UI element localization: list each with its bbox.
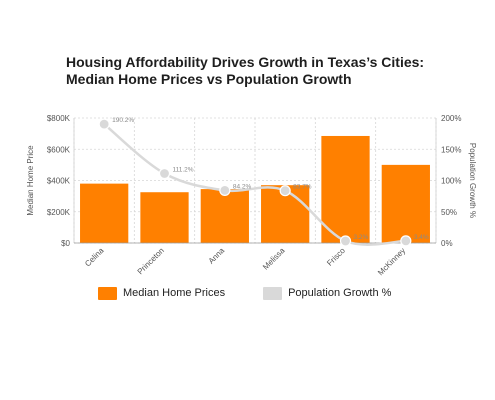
data-label-growth: 190.2% xyxy=(112,117,134,124)
bar-princeton xyxy=(140,192,189,243)
chart-title-line-1: Housing Affordability Drives Growth in T… xyxy=(66,54,425,70)
chart-title: Housing Affordability Drives Growth in T… xyxy=(66,54,466,88)
data-label-growth: 3.4% xyxy=(414,234,429,241)
legend-label-population-growth: Population Growth % xyxy=(288,287,392,299)
x-tick-label: McKinney xyxy=(376,246,407,277)
bar-celina xyxy=(80,183,129,243)
point-princeton xyxy=(158,167,171,180)
y-right-axis-title: Population Growth % xyxy=(468,143,477,218)
point-celina xyxy=(98,118,110,130)
data-label-growth: 111.2% xyxy=(173,167,194,174)
x-tick-label: Celina xyxy=(83,246,106,269)
y-left-axis-title: Median Home Price xyxy=(26,145,35,216)
data-label-growth: 3.2% xyxy=(354,234,369,241)
legend-label-home-prices: Median Home Prices xyxy=(123,287,226,299)
y-left-tick-label: $200K xyxy=(47,208,71,217)
data-label-growth: 83.7% xyxy=(293,184,312,191)
x-tick-label: Princeton xyxy=(136,246,166,276)
legend-item-home-prices: Median Home Prices xyxy=(98,286,226,300)
point-mckinney xyxy=(400,235,412,247)
chart-title-line-2: Median Home Prices vs Population Growth xyxy=(66,71,352,87)
x-tick-label: Melissa xyxy=(261,246,287,272)
y-right-tick-label: 0% xyxy=(441,239,453,248)
point-melissa xyxy=(279,185,291,197)
point-frisco xyxy=(339,235,352,247)
legend-swatch-bar xyxy=(98,286,117,300)
y-left-tick-label: $600K xyxy=(47,145,71,154)
chart-legend: Median Home Prices Population Growth % xyxy=(98,283,429,303)
data-label-growth: 84.2% xyxy=(233,183,252,190)
legend-swatch-line xyxy=(263,286,283,300)
x-tick-label: Anna xyxy=(207,246,227,266)
y-right-tick-label: 50% xyxy=(441,208,457,217)
bar-anna xyxy=(200,189,249,243)
bar-frisco xyxy=(321,135,370,243)
bar-mckinney xyxy=(381,164,430,243)
y-left-tick-label: $800K xyxy=(47,114,71,123)
y-right-tick-label: 200% xyxy=(441,114,461,123)
y-left-tick-label: $400K xyxy=(47,177,71,186)
point-anna xyxy=(219,184,231,196)
y-right-tick-label: 100% xyxy=(441,177,461,186)
legend-item-population-growth: Population Growth % xyxy=(263,286,392,300)
y-left-tick-label: $0 xyxy=(61,239,70,248)
y-right-tick-label: 150% xyxy=(441,145,461,154)
x-tick-label: Frisco xyxy=(325,246,347,268)
